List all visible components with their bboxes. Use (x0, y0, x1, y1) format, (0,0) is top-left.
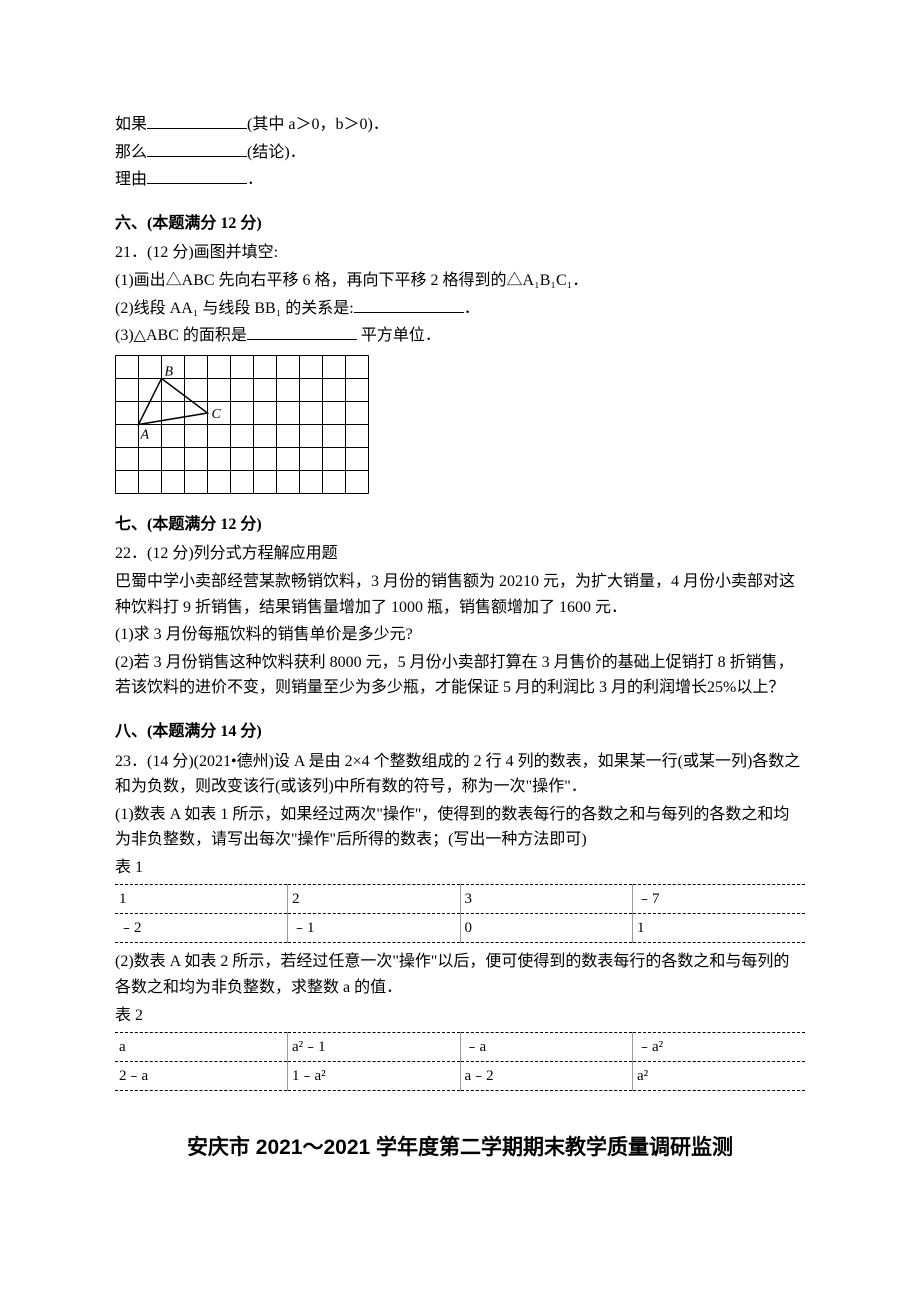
table-row: 1 2 3 ﹣7 (115, 885, 805, 914)
intro1-suffix: (其中 a＞0，b＞0)． (247, 116, 389, 133)
q23-number: 23．(14 分)(2021•德州)设 A 是由 2×4 个整数组成的 2 行 … (115, 749, 805, 800)
table-2: a a²﹣1 ﹣a ﹣a² 2﹣a 1﹣a² a﹣2 a² (115, 1032, 805, 1091)
table2-label: 表 2 (115, 1003, 805, 1029)
cell: ﹣1 (288, 914, 461, 943)
q22-number: 22．(12 分)列分式方程解应用题 (115, 541, 805, 567)
cell: 2 (288, 885, 461, 914)
cell: ﹣a² (633, 1033, 806, 1062)
q22-p2: (1)求 3 月份每瓶饮料的销售单价是多少元? (115, 622, 805, 648)
intro1-prefix: 如果 (115, 116, 147, 133)
cell: a² (633, 1062, 806, 1091)
cell: ﹣a (460, 1033, 633, 1062)
svg-text:C: C (212, 407, 222, 422)
table-row: ﹣2 ﹣1 0 1 (115, 914, 805, 943)
q21-p3-suffix: 平方单位． (357, 327, 441, 344)
table-1: 1 2 3 ﹣7 ﹣2 ﹣1 0 1 (115, 884, 805, 943)
cell: 0 (460, 914, 633, 943)
intro2-prefix: 那么 (115, 144, 147, 161)
section-7-title: 七、(本题满分 12 分) (115, 512, 805, 538)
cell: 2﹣a (115, 1062, 288, 1091)
q21-p2-prefix: (2)线段 AA₁ 与线段 BB₁ 的关系是: (115, 300, 354, 317)
intro-line-3: 理由 ． (115, 167, 805, 193)
blank-relation (354, 296, 464, 313)
q21-p1: (1)画出△ABC 先向右平移 6 格，再向下平移 2 格得到的△A₁B₁C₁． (115, 268, 805, 294)
cell: 3 (460, 885, 633, 914)
cell: 1 (633, 914, 806, 943)
cell: ﹣2 (115, 914, 288, 943)
section-6-title: 六、(本题满分 12 分) (115, 211, 805, 237)
blank-area (247, 323, 357, 340)
footer-title: 安庆市 2021～2021 学年度第二学期期末教学质量调研监测 (115, 1131, 805, 1165)
table1-label: 表 1 (115, 855, 805, 881)
q21-p2-suffix: ． (464, 300, 480, 317)
intro-line-2: 那么 (结论)． (115, 140, 805, 166)
q21-number: 21．(12 分)画图并填空: (115, 240, 805, 266)
q21-p2: (2)线段 AA₁ 与线段 BB₁ 的关系是: ． (115, 296, 805, 322)
svg-text:B: B (165, 364, 174, 379)
table-row: 2﹣a 1﹣a² a﹣2 a² (115, 1062, 805, 1091)
intro-line-1: 如果 (其中 a＞0，b＞0)． (115, 112, 805, 138)
q21-p3: (3)△ABC 的面积是 平方单位． (115, 323, 805, 349)
q21-p3-prefix: (3)△ABC 的面积是 (115, 327, 247, 344)
cell: 1 (115, 885, 288, 914)
cell: a﹣2 (460, 1062, 633, 1091)
blank-reason (147, 167, 247, 184)
cell: ﹣7 (633, 885, 806, 914)
intro3-suffix: ． (247, 171, 263, 188)
cell: a²﹣1 (288, 1033, 461, 1062)
cell: a (115, 1033, 288, 1062)
blank-if (147, 112, 247, 129)
intro3-prefix: 理由 (115, 171, 147, 188)
q23-p1: (1)数表 A 如表 1 所示，如果经过两次"操作"，使得到的数表每行的各数之和… (115, 802, 805, 853)
svg-text:A: A (140, 427, 150, 442)
triangle-grid-figure: A B C (115, 355, 369, 494)
q23-p2: (2)数表 A 如表 2 所示，若经过任意一次"操作"以后，便可使得到的数表每行… (115, 949, 805, 1000)
blank-then (147, 140, 247, 157)
section-8-title: 八、(本题满分 14 分) (115, 719, 805, 745)
q22-p1: 巴蜀中学小卖部经营某款畅销饮料，3 月份的销售额为 20210 元，为扩大销量，… (115, 569, 805, 620)
table-row: a a²﹣1 ﹣a ﹣a² (115, 1033, 805, 1062)
intro2-suffix: (结论)． (247, 144, 306, 161)
q22-p3: (2)若 3 月份销售这种饮料获利 8000 元，5 月份小卖部打算在 3 月售… (115, 650, 805, 701)
cell: 1﹣a² (288, 1062, 461, 1091)
